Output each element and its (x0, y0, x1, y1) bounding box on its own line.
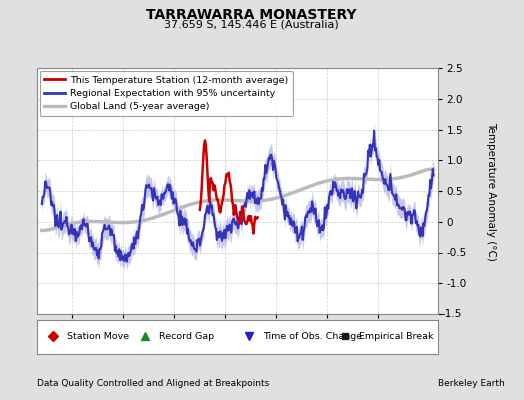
Text: 37.659 S, 145.446 E (Australia): 37.659 S, 145.446 E (Australia) (164, 19, 339, 29)
Text: -1.5: -1.5 (442, 309, 462, 319)
Text: Berkeley Earth: Berkeley Earth (438, 379, 504, 388)
Text: TARRAWARRA MONASTERY: TARRAWARRA MONASTERY (146, 8, 357, 22)
Text: Time of Obs. Change: Time of Obs. Change (263, 332, 362, 341)
Text: Data Quality Controlled and Aligned at Breakpoints: Data Quality Controlled and Aligned at B… (37, 379, 269, 388)
Text: Station Move: Station Move (67, 332, 129, 341)
Text: Empirical Break: Empirical Break (359, 332, 434, 341)
Text: Record Gap: Record Gap (159, 332, 214, 341)
Legend: This Temperature Station (12-month average), Regional Expectation with 95% uncer: This Temperature Station (12-month avera… (39, 71, 293, 116)
Y-axis label: Temperature Anomaly (°C): Temperature Anomaly (°C) (486, 122, 496, 260)
